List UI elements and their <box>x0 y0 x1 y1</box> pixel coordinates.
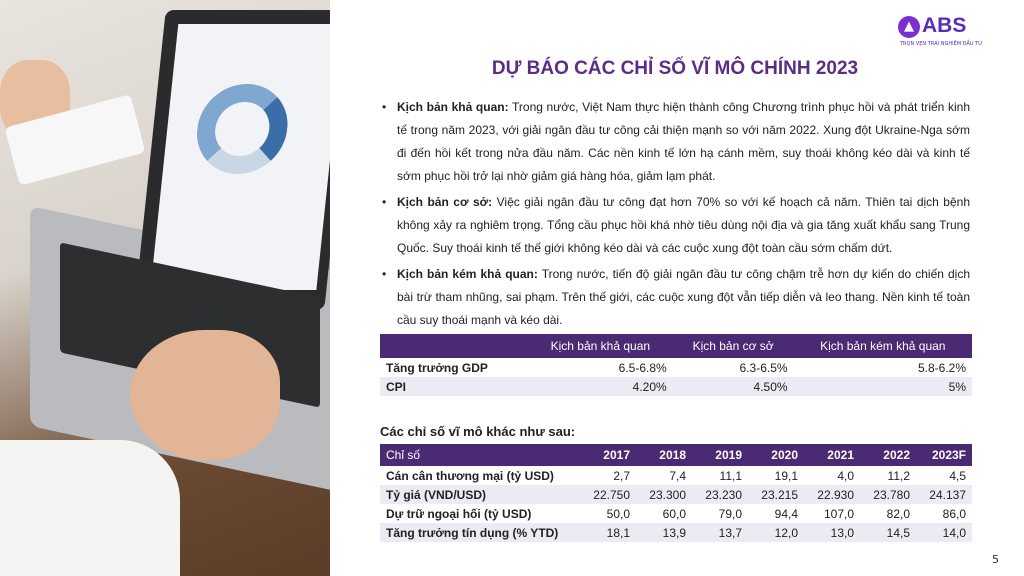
cell: 12,0 <box>748 523 804 542</box>
cell: Tỷ giá (VND/USD) <box>380 485 580 504</box>
cell: 86,0 <box>942 506 966 521</box>
header-cell: Kịch bản khả quan <box>528 334 673 358</box>
cell: 14,0 <box>916 523 972 542</box>
cell: 4,0 <box>837 468 854 483</box>
bullet-label: Kịch bản kém khả quan: <box>397 267 538 281</box>
scenario-table: Kịch bản khả quan Kịch bản cơ sở Kịch bả… <box>380 334 972 396</box>
cell: 23.780 <box>860 485 916 504</box>
cell: 7,4 <box>669 468 686 483</box>
sleeve <box>0 440 180 576</box>
cell: Tăng trưởng tín dụng (% YTD) <box>380 523 580 542</box>
abs-logo: ▲ ABS TRỌN VẸN TRẢI NGHIỆM ĐẦU TƯ <box>898 14 983 52</box>
cell: 94,4 <box>774 506 798 521</box>
cell: 82,0 <box>886 506 910 521</box>
page-title: DỰ BÁO CÁC CHỈ SỐ VĨ MÔ CHÍNH 2023 <box>491 58 859 79</box>
table-header: Chỉ số 2017 2018 2019 2020 2021 2022 2023F <box>380 444 972 466</box>
list-item: Kịch bản cơ sở: Việc giải ngân đầu tư cô… <box>380 191 970 260</box>
cell: Tăng trưởng GDP <box>386 360 488 375</box>
cell: 2,7 <box>613 468 630 483</box>
header-cell: 2017 <box>580 444 636 466</box>
header-cell <box>380 334 528 358</box>
cell: 22.750 <box>580 485 636 504</box>
table-row: Tăng trưởng GDP 6.5-6.8% 6.3-6.5% 5.8-6.… <box>380 358 972 377</box>
cell: 4.20% <box>528 377 673 396</box>
bullet-label: Kịch bản khả quan: <box>397 100 509 114</box>
page-number: 5 <box>992 553 999 566</box>
table-row: Tăng trưởng tín dụng (% YTD) 18,1 13,9 13,7… <box>380 523 972 542</box>
cell: 50,0 <box>606 506 630 521</box>
table-row: Dự trữ ngoại hối (tỷ USD) 50,0 60,0 79,0 94,… <box>380 504 972 523</box>
laptop-photo <box>0 0 330 576</box>
list-item: Kịch bản khả quan: Trong nước, Việt Nam … <box>380 96 970 188</box>
table-row: CPI 4.20% 4.50% 5% <box>380 377 972 396</box>
cell: 60,0 <box>662 506 686 521</box>
cell: 79,0 <box>718 506 742 521</box>
cell: 23.300 <box>636 485 692 504</box>
cell: 11,1 <box>719 468 742 483</box>
cell: Dự trữ ngoại hối (tỷ USD) <box>386 506 532 521</box>
cell: 13,7 <box>692 523 748 542</box>
cell: 13,0 <box>804 523 860 542</box>
header-cell: 2018 <box>636 444 692 466</box>
bullet-text: Trong nước, tiến độ giải ngân đầu tư côn… <box>397 267 971 327</box>
cell: 14,5 <box>860 523 916 542</box>
cell: 13,9 <box>636 523 692 542</box>
cell: 5.8-6.2% <box>917 360 966 375</box>
header-cell: Chỉ số <box>380 444 580 466</box>
cell: 4,5 <box>949 468 966 483</box>
cell: 4.50% <box>672 377 794 396</box>
bullet-text: Việc giải ngân đầu tư công đạt hơn 70% s… <box>397 195 970 255</box>
cell: 19,1 <box>774 468 798 483</box>
cell: 18,1 <box>580 523 636 542</box>
table-row: Cán cân thương mại (tỷ USD) 2,7 7,4 11,1 19,… <box>380 466 972 485</box>
section-heading: Các chỉ số vĩ mô khác như sau: <box>380 424 576 439</box>
scenario-list: Kịch bản khả quan: Trong nước, Việt Nam … <box>380 96 970 335</box>
table-header: Kịch bản khả quan Kịch bản cơ sở Kịch bả… <box>380 334 972 358</box>
cell: 5% <box>793 377 972 396</box>
cell: CPI <box>380 377 528 396</box>
cell: 23.230 <box>692 485 748 504</box>
cell: 107,0 <box>823 506 854 521</box>
cell: Cán cân thương mại (tỷ USD) <box>386 468 554 483</box>
header-cell: 2022 <box>860 444 916 466</box>
header-cell: 2021 <box>804 444 860 466</box>
cell: 11,2 <box>887 468 910 483</box>
header-cell: 2020 <box>748 444 804 466</box>
header-cell: 2023F <box>916 444 972 466</box>
header-cell: 2019 <box>692 444 748 466</box>
cell: 23.215 <box>748 485 804 504</box>
macro-table: Chỉ số 2017 2018 2019 2020 2021 2022 2023F Cán c… <box>380 444 972 542</box>
logo-text: ABS <box>922 14 967 37</box>
header-cell: Kịch bản kém khả quan <box>793 334 972 358</box>
list-item: Kịch bản kém khả quan: Trong nước, tiến … <box>380 263 970 332</box>
header-cell: Kịch bản cơ sở <box>672 334 794 358</box>
table-row: Tỷ giá (VND/USD) 22.750 23.300 23.230 23.215… <box>380 485 972 504</box>
cell: 6.5-6.8% <box>618 360 667 375</box>
cell: 24.137 <box>916 485 972 504</box>
donut-chart-graphic <box>192 84 292 174</box>
cell: 6.3-6.5% <box>739 360 788 375</box>
cell: 22.930 <box>804 485 860 504</box>
hand <box>130 330 280 460</box>
bullet-text: Trong nước, Việt Nam thực hiện thành côn… <box>397 100 970 183</box>
logo-mark-icon: ▲ <box>898 16 920 38</box>
logo-tagline: TRỌN VẸN TRẢI NGHIỆM ĐẦU TƯ <box>900 41 983 47</box>
bullet-label: Kịch bản cơ sở: <box>397 195 493 209</box>
